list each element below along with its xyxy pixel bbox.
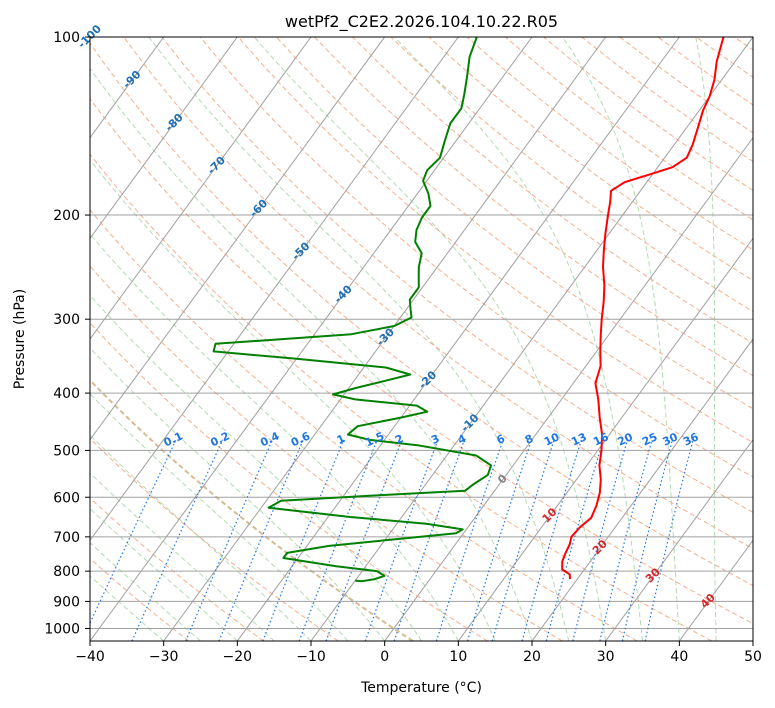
mixing-ratio-line <box>545 439 604 641</box>
isotherm <box>90 37 238 240</box>
mixing-ratio-label: 36 <box>681 430 701 448</box>
y-tick-label: 400 <box>53 386 80 402</box>
moist-adiabat <box>695 37 717 641</box>
x-tick-label: 30 <box>597 649 615 665</box>
sounding-lines <box>212 37 725 583</box>
isotherm <box>90 37 386 441</box>
x-tick-label: −30 <box>149 649 179 665</box>
moist-adiabat <box>90 233 459 641</box>
mixing-ratio-label: 25 <box>640 430 659 448</box>
x-tick-label: 20 <box>523 649 541 665</box>
mixing-ratio-line <box>621 439 673 641</box>
isotherm <box>605 438 753 641</box>
y-tick-label: 600 <box>53 490 80 506</box>
mixing-ratio-line <box>466 439 533 641</box>
mixing-ratio-label: 20 <box>616 430 636 448</box>
chart-title: wetPf2_C2E2.2026.104.10.22.R05 <box>285 12 558 32</box>
y-axis-label: Pressure (hPa) <box>12 289 28 389</box>
mixing-ratio-line <box>491 439 555 641</box>
mixing-ratio-line <box>185 439 274 641</box>
x-axis-label: Temperature (°C) <box>360 680 482 696</box>
moist-adiabat <box>90 393 349 641</box>
moist-adiabat <box>90 347 386 641</box>
mixing-ratio-line <box>131 439 224 641</box>
plot-area <box>90 37 753 641</box>
isotherm <box>90 37 533 641</box>
dry-adiabat <box>276 37 753 410</box>
dry-adiabat <box>90 153 712 641</box>
moist-adiabat <box>253 37 607 641</box>
mixing-ratio-line <box>364 439 439 641</box>
y-tick-label: 800 <box>53 564 80 580</box>
mixing-ratio-label: 10 <box>542 430 562 448</box>
isotherm <box>163 37 607 641</box>
plot-frame <box>89 36 754 642</box>
mixing-ratio-label: 16 <box>591 430 611 448</box>
isotherm <box>384 136 753 641</box>
isotherm <box>236 37 680 641</box>
isotherm <box>457 237 753 641</box>
dry-adiabat <box>90 209 638 641</box>
y-tick-label: 200 <box>53 208 80 224</box>
y-tick-label: 300 <box>53 312 80 328</box>
moist-adiabat <box>561 37 680 641</box>
moist-adiabat <box>148 37 570 641</box>
dry-adiabat <box>90 557 190 641</box>
x-tick-label: −10 <box>296 649 326 665</box>
temperature-line <box>561 37 725 580</box>
mixing-ratio-label: 30 <box>661 430 681 448</box>
axes: −40 −30 −20 −10 0 10 20 30 40 50 100 200 300 400 500 60… <box>44 30 762 665</box>
x-tick-label: 0 <box>380 649 389 665</box>
y-tick-label: 1000 <box>44 621 80 637</box>
mixing-ratio-line <box>572 439 629 641</box>
mixing-ratio-line <box>644 439 694 641</box>
x-tick-label: 50 <box>744 649 762 665</box>
mixing-ratio-label: 13 <box>569 430 588 448</box>
dry-adiabat <box>161 37 753 513</box>
x-tick-label: −20 <box>223 649 253 665</box>
dewpoint-line <box>212 37 493 583</box>
isotherm <box>531 338 753 641</box>
isotherm <box>90 37 312 340</box>
dry-adiabat <box>90 265 563 641</box>
dry-adiabat <box>90 97 753 625</box>
y-tick-label: 100 <box>53 30 80 46</box>
moist-adiabat <box>394 37 643 641</box>
y-tick-label: 500 <box>53 443 80 459</box>
mixing-ratio-line <box>435 439 504 641</box>
x-tick-label: 40 <box>670 649 688 665</box>
x-tick-label: 10 <box>449 649 467 665</box>
dry-adiabat <box>352 37 753 344</box>
mixing-ratio-line <box>599 439 653 641</box>
y-tick-label: 900 <box>53 594 80 610</box>
mixing-ratio-line <box>521 439 582 641</box>
mixing-ratio-line <box>325 439 403 641</box>
dry-adiabat <box>90 42 753 587</box>
dry-adiabat <box>123 37 753 550</box>
dry-adiabat <box>199 37 753 478</box>
y-tick-label: 700 <box>53 530 80 546</box>
x-tick-label: −40 <box>75 649 105 665</box>
moist-adiabat <box>90 294 422 641</box>
moist-adiabat <box>90 67 533 641</box>
